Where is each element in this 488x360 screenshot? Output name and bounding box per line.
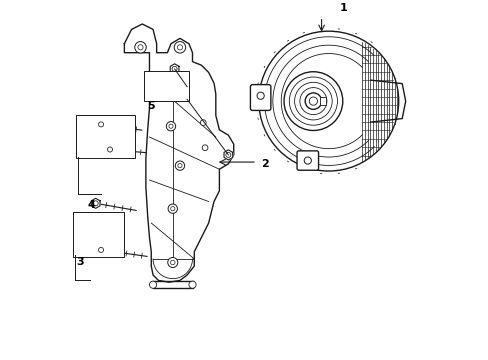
Circle shape (170, 260, 175, 265)
Polygon shape (124, 24, 233, 282)
FancyBboxPatch shape (144, 71, 188, 101)
Circle shape (174, 41, 185, 53)
Circle shape (202, 145, 207, 150)
Ellipse shape (188, 281, 196, 288)
FancyBboxPatch shape (73, 212, 123, 257)
Circle shape (168, 204, 177, 213)
Circle shape (308, 97, 317, 105)
Polygon shape (105, 144, 114, 154)
Polygon shape (170, 64, 179, 74)
Circle shape (138, 45, 143, 50)
Text: 3: 3 (77, 257, 84, 267)
Polygon shape (97, 120, 105, 130)
Circle shape (258, 31, 398, 171)
Polygon shape (91, 198, 100, 208)
Circle shape (257, 92, 264, 99)
Circle shape (294, 82, 331, 120)
Circle shape (200, 120, 206, 126)
Circle shape (299, 87, 326, 114)
Circle shape (178, 163, 182, 168)
Circle shape (177, 45, 182, 50)
Circle shape (305, 93, 321, 109)
Circle shape (167, 257, 178, 267)
Circle shape (160, 82, 170, 92)
Text: 1: 1 (339, 3, 346, 13)
Circle shape (163, 85, 167, 89)
Circle shape (284, 72, 342, 130)
Ellipse shape (149, 281, 156, 288)
Text: 2: 2 (260, 159, 268, 169)
Text: 5: 5 (147, 101, 154, 111)
Polygon shape (224, 150, 232, 160)
FancyBboxPatch shape (296, 151, 318, 170)
Circle shape (289, 77, 337, 125)
FancyBboxPatch shape (250, 85, 270, 111)
Circle shape (135, 41, 146, 53)
Bar (319, 97, 325, 105)
Polygon shape (97, 245, 105, 255)
Circle shape (166, 122, 175, 131)
FancyBboxPatch shape (76, 116, 135, 158)
Text: 4: 4 (87, 200, 95, 210)
Circle shape (170, 207, 175, 211)
Circle shape (168, 124, 173, 128)
Circle shape (175, 161, 184, 170)
Circle shape (304, 157, 311, 164)
